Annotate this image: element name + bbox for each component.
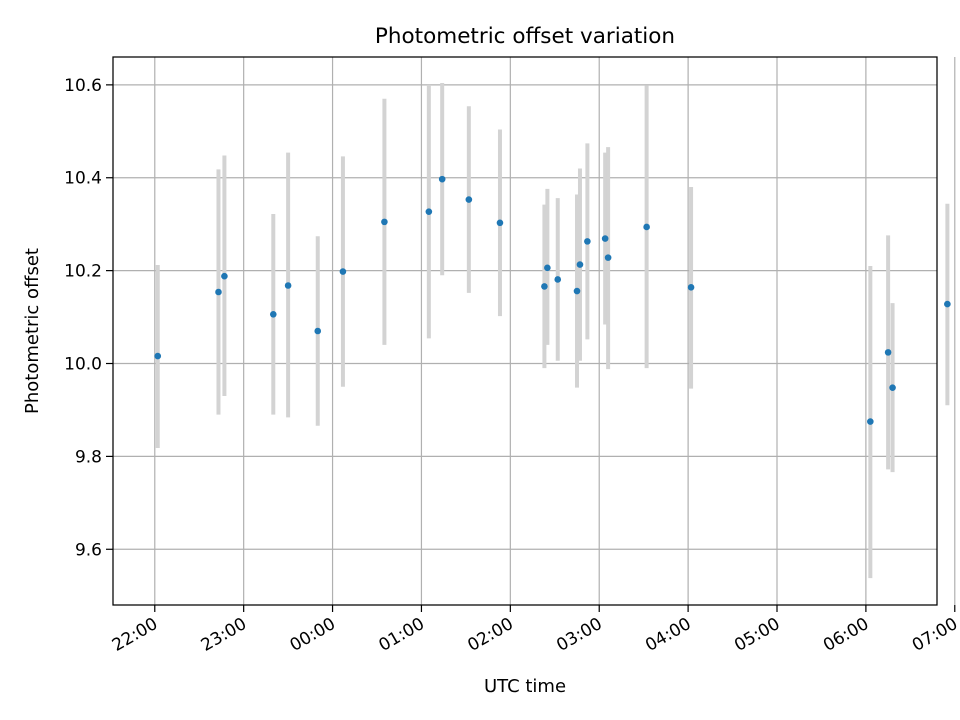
y-tick-label: 10.2 <box>64 262 102 282</box>
x-axis-label: UTC time <box>484 676 566 697</box>
data-point <box>573 287 581 295</box>
data-point <box>221 272 228 280</box>
data-point <box>576 261 584 268</box>
data-point <box>314 327 322 335</box>
data-points <box>154 175 951 425</box>
data-point <box>496 219 504 227</box>
data-point <box>554 276 562 283</box>
y-tick-label: 10.4 <box>64 169 102 189</box>
data-point <box>465 196 473 203</box>
y-tick-label: 10.0 <box>64 355 102 375</box>
data-point <box>425 208 433 215</box>
grid-lines <box>113 57 956 605</box>
y-tick-label: 10.6 <box>64 76 102 96</box>
data-point <box>215 288 222 296</box>
data-point <box>438 175 446 183</box>
chart-title: Photometric offset variation <box>375 24 675 49</box>
y-tick-label: 9.8 <box>75 447 102 467</box>
data-point <box>381 218 388 226</box>
data-point <box>339 268 347 275</box>
data-point <box>284 282 292 289</box>
data-point <box>154 352 162 360</box>
data-point <box>604 254 612 261</box>
data-point <box>584 238 591 245</box>
data-point <box>867 418 874 425</box>
data-point <box>269 310 277 318</box>
y-axis-ticks: 9.6 9.8 10.0 10.2 10.4 10.6 <box>64 76 113 560</box>
data-point <box>541 283 548 290</box>
data-point <box>944 300 951 308</box>
plot-frame <box>112 56 938 606</box>
data-point <box>687 284 695 291</box>
data-point <box>884 349 892 356</box>
data-point <box>889 384 896 391</box>
y-tick-label: 9.6 <box>75 540 102 560</box>
data-point <box>601 235 609 242</box>
data-point <box>643 223 650 231</box>
data-point <box>544 264 551 272</box>
y-axis-label: Photometric offset <box>22 248 43 414</box>
